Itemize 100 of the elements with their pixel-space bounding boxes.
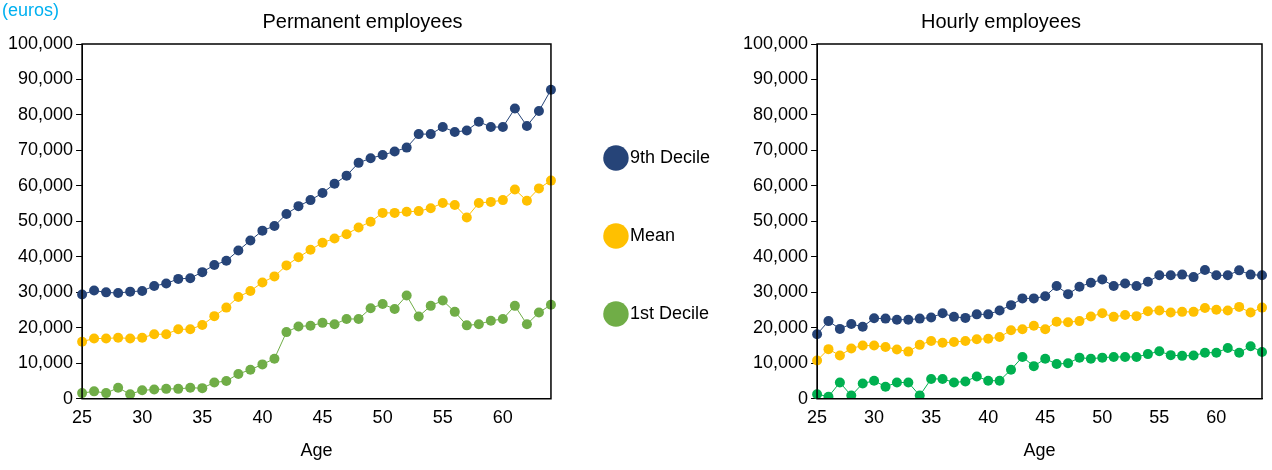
point <box>994 332 1005 343</box>
point <box>1188 272 1199 283</box>
point <box>1017 324 1028 335</box>
y-tick-label: 30,000 <box>753 281 809 302</box>
point <box>1222 270 1233 281</box>
point <box>137 285 148 296</box>
point <box>209 377 220 388</box>
point <box>389 146 400 157</box>
point <box>173 383 184 394</box>
point <box>305 195 316 206</box>
point <box>1131 280 1142 291</box>
point <box>960 312 971 323</box>
point <box>89 285 100 296</box>
point <box>521 120 532 131</box>
point <box>1142 349 1153 360</box>
y-tick-label: 20,000 <box>18 316 74 337</box>
point <box>1142 306 1153 317</box>
point <box>1211 270 1222 281</box>
point <box>1108 311 1119 322</box>
point <box>1211 304 1222 315</box>
point <box>449 200 460 211</box>
point <box>1131 311 1142 322</box>
point <box>834 323 845 334</box>
point <box>401 142 412 153</box>
point <box>1028 361 1039 372</box>
point <box>497 195 508 206</box>
point <box>880 381 891 392</box>
point <box>485 196 496 207</box>
x-tick-label: 25 <box>807 406 828 427</box>
point <box>197 267 208 278</box>
point <box>281 260 292 271</box>
point <box>914 339 925 350</box>
point <box>823 344 834 355</box>
point <box>971 371 982 382</box>
point <box>1097 308 1108 319</box>
x-tick-label: 35 <box>921 406 942 427</box>
point <box>880 342 891 352</box>
point <box>485 315 496 326</box>
point <box>377 150 388 161</box>
point <box>1063 317 1074 328</box>
point <box>269 353 280 364</box>
point <box>89 333 100 344</box>
point <box>305 244 316 255</box>
x-tick-label: 60 <box>492 406 513 427</box>
point <box>971 309 982 320</box>
point <box>937 373 948 384</box>
point <box>1154 305 1165 316</box>
y-tick-label: 60,000 <box>18 174 74 195</box>
point <box>914 390 925 399</box>
point <box>1222 343 1233 354</box>
y-tick-label: 10,000 <box>18 352 74 373</box>
point <box>1177 306 1188 317</box>
point <box>233 291 244 302</box>
point <box>1085 277 1096 288</box>
point <box>437 197 448 208</box>
point <box>461 320 472 331</box>
point <box>1097 352 1108 363</box>
point <box>173 324 184 335</box>
point <box>869 375 880 386</box>
point <box>221 376 232 387</box>
point <box>891 344 902 355</box>
point <box>197 383 208 394</box>
point <box>857 340 868 351</box>
point <box>1120 310 1131 321</box>
point <box>1120 351 1131 362</box>
point <box>293 321 304 332</box>
point <box>1040 353 1051 364</box>
point <box>437 295 448 306</box>
point <box>317 317 328 328</box>
point <box>281 208 292 219</box>
point <box>401 206 412 217</box>
point <box>1199 347 1210 358</box>
point <box>485 122 496 133</box>
point <box>869 313 880 324</box>
point <box>1199 265 1210 276</box>
point <box>1006 300 1017 311</box>
point <box>401 290 412 301</box>
point <box>101 333 112 344</box>
point <box>365 153 376 164</box>
point <box>846 343 857 354</box>
point <box>937 308 948 319</box>
point <box>834 377 845 388</box>
y-tick-label: 50,000 <box>753 210 809 231</box>
point <box>185 324 196 335</box>
point <box>389 207 400 218</box>
point <box>269 271 280 282</box>
point <box>209 311 220 322</box>
y-tick-label: 40,000 <box>753 245 809 266</box>
legend-label: Mean <box>629 224 675 245</box>
point <box>857 321 868 332</box>
point <box>1051 316 1062 327</box>
y-tick-label: 10,000 <box>753 352 809 373</box>
point <box>983 333 994 344</box>
point <box>125 286 136 297</box>
point <box>1234 347 1245 358</box>
x-axis-title: Age <box>300 440 333 461</box>
point <box>1177 269 1188 280</box>
point <box>948 311 959 322</box>
point <box>1063 358 1074 369</box>
point <box>960 335 971 346</box>
